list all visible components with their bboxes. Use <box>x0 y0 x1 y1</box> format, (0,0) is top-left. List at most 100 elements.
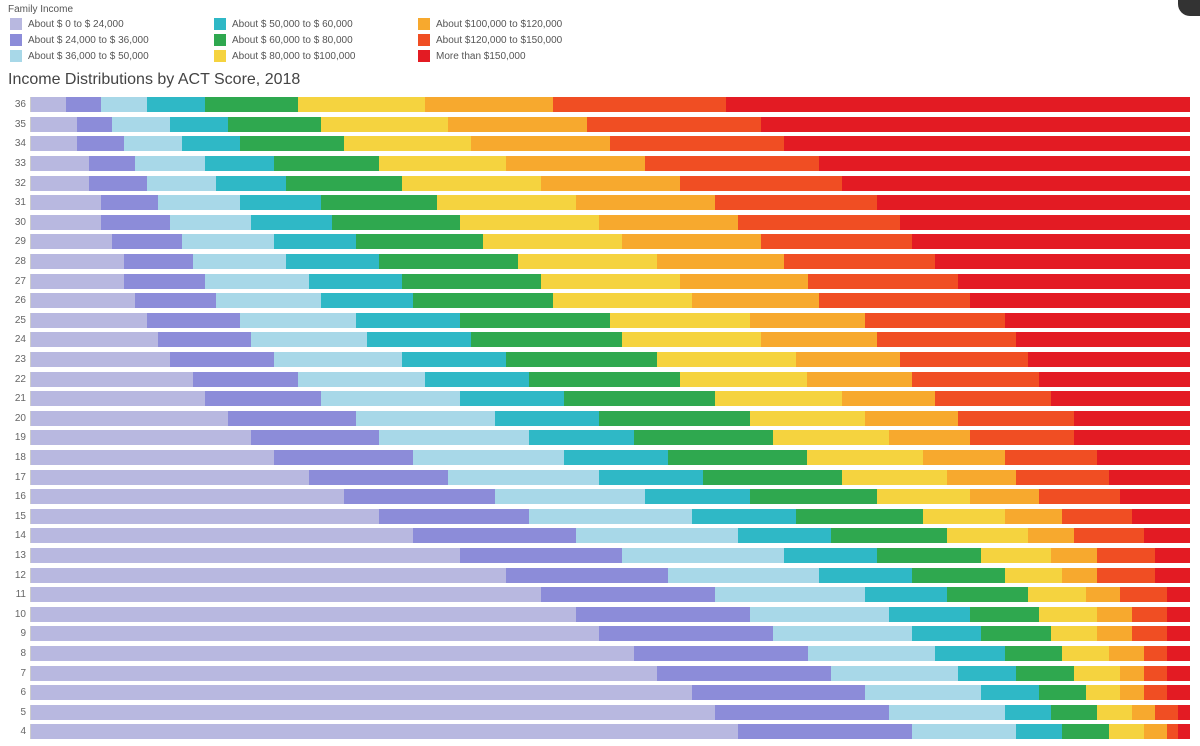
bar-segment <box>1051 391 1190 406</box>
bar-segment <box>819 293 970 308</box>
legend-item[interactable]: About $100,000 to $120,000 <box>418 17 618 31</box>
bar-segment <box>31 724 738 739</box>
stacked-bar <box>30 195 1190 210</box>
bar-segment <box>448 117 587 132</box>
bar-segment <box>923 509 1004 524</box>
bar-segment <box>1039 685 1085 700</box>
bar-segment <box>251 430 378 445</box>
stacked-bar <box>30 332 1190 347</box>
stacked-bar <box>30 626 1190 641</box>
bar-segment <box>958 274 1190 289</box>
legend-item[interactable]: More than $150,000 <box>418 49 618 63</box>
bar-segment <box>877 332 1016 347</box>
chart-row: 32 <box>4 173 1190 193</box>
bar-segment <box>784 136 1190 151</box>
bar-segment <box>819 156 1190 171</box>
legend-item[interactable]: About $ 36,000 to $ 50,000 <box>10 49 210 63</box>
legend-swatch <box>418 18 430 30</box>
bar-segment <box>807 450 923 465</box>
row-score-label: 4 <box>4 726 30 737</box>
bar-segment <box>170 117 228 132</box>
stacked-bar <box>30 548 1190 563</box>
bar-segment <box>31 332 158 347</box>
chart-row: 28 <box>4 252 1190 272</box>
bar-segment <box>715 391 842 406</box>
bar-segment <box>715 705 889 720</box>
bar-segment <box>205 97 298 112</box>
row-score-label: 36 <box>4 99 30 110</box>
chart-row: 13 <box>4 546 1190 566</box>
bar-segment <box>31 391 205 406</box>
bar-segment <box>1005 450 1098 465</box>
legend-item[interactable]: About $120,000 to $150,000 <box>418 33 618 47</box>
bar-segment <box>1062 568 1097 583</box>
row-score-label: 29 <box>4 236 30 247</box>
bar-segment <box>1109 470 1190 485</box>
bar-segment <box>31 489 344 504</box>
bar-segment <box>935 254 1190 269</box>
bar-segment <box>1039 607 1097 622</box>
bar-segment <box>807 372 911 387</box>
legend-item[interactable]: About $ 80,000 to $100,000 <box>214 49 414 63</box>
bar-segment <box>506 156 645 171</box>
bar-segment <box>101 195 159 210</box>
bar-segment <box>205 274 309 289</box>
bar-segment <box>309 470 448 485</box>
bar-segment <box>1062 724 1108 739</box>
bar-segment <box>298 372 425 387</box>
bar-segment <box>495 489 646 504</box>
row-score-label: 26 <box>4 295 30 306</box>
bar-segment <box>529 430 633 445</box>
stacked-bar <box>30 470 1190 485</box>
bar-segment <box>715 587 866 602</box>
bar-segment <box>309 274 402 289</box>
row-score-label: 14 <box>4 530 30 541</box>
bar-segment <box>182 234 275 249</box>
bar-segment <box>692 685 866 700</box>
chart-row: 20 <box>4 409 1190 429</box>
stacked-bar <box>30 666 1190 681</box>
bar-segment <box>31 470 309 485</box>
bar-segment <box>657 666 831 681</box>
bar-segment <box>286 254 379 269</box>
bar-segment <box>89 176 147 191</box>
bar-segment <box>680 372 807 387</box>
bar-segment <box>437 195 576 210</box>
chart-row: 15 <box>4 506 1190 526</box>
bar-segment <box>1144 528 1190 543</box>
bar-segment <box>402 176 541 191</box>
bar-segment <box>1074 528 1144 543</box>
bar-segment <box>1051 548 1097 563</box>
bar-segment <box>1051 626 1097 641</box>
bar-segment <box>1167 607 1190 622</box>
bar-segment <box>1097 568 1155 583</box>
row-score-label: 27 <box>4 276 30 287</box>
legend-swatch <box>418 50 430 62</box>
legend-item[interactable]: About $ 50,000 to $ 60,000 <box>214 17 414 31</box>
bar-segment <box>1120 685 1143 700</box>
bar-segment <box>240 313 356 328</box>
row-score-label: 22 <box>4 374 30 385</box>
legend-label: About $120,000 to $150,000 <box>436 35 562 46</box>
bar-segment <box>1167 724 1179 739</box>
chart-row: 4 <box>4 722 1190 742</box>
legend-swatch <box>10 50 22 62</box>
bar-segment <box>274 450 413 465</box>
bar-segment <box>1016 470 1109 485</box>
bar-segment <box>344 489 495 504</box>
legend-item[interactable]: About $ 0 to $ 24,000 <box>10 17 210 31</box>
bar-segment <box>1144 685 1167 700</box>
bar-segment <box>599 411 750 426</box>
bar-segment <box>182 136 240 151</box>
bar-segment <box>1086 685 1121 700</box>
bar-segment <box>923 450 1004 465</box>
bar-segment <box>692 293 819 308</box>
row-score-label: 19 <box>4 432 30 443</box>
bar-segment <box>205 391 321 406</box>
legend-item[interactable]: About $ 60,000 to $ 80,000 <box>214 33 414 47</box>
bar-segment <box>541 274 680 289</box>
legend-item[interactable]: About $ 24,000 to $ 36,000 <box>10 33 210 47</box>
bar-segment <box>31 685 692 700</box>
row-score-label: 33 <box>4 158 30 169</box>
bar-segment <box>31 607 576 622</box>
